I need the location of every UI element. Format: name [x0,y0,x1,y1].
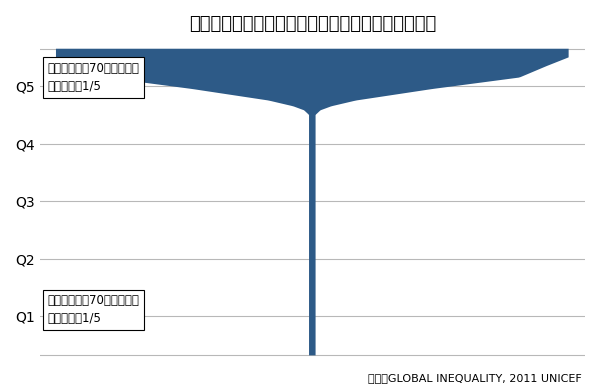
Title: 地球の人口を収入により５等分したときの富の分布: 地球の人口を収入により５等分したときの富の分布 [188,15,436,33]
Text: 地球の人口約70億人のうち
貧しい下位1/5: 地球の人口約70億人のうち 貧しい下位1/5 [48,295,140,325]
Polygon shape [56,49,569,355]
Text: 出典：GLOBAL INEQUALITY, 2011 UNICEF: 出典：GLOBAL INEQUALITY, 2011 UNICEF [368,373,582,383]
Text: 地球の人口約70億人のうち
富める上位1/5: 地球の人口約70億人のうち 富める上位1/5 [48,62,140,93]
